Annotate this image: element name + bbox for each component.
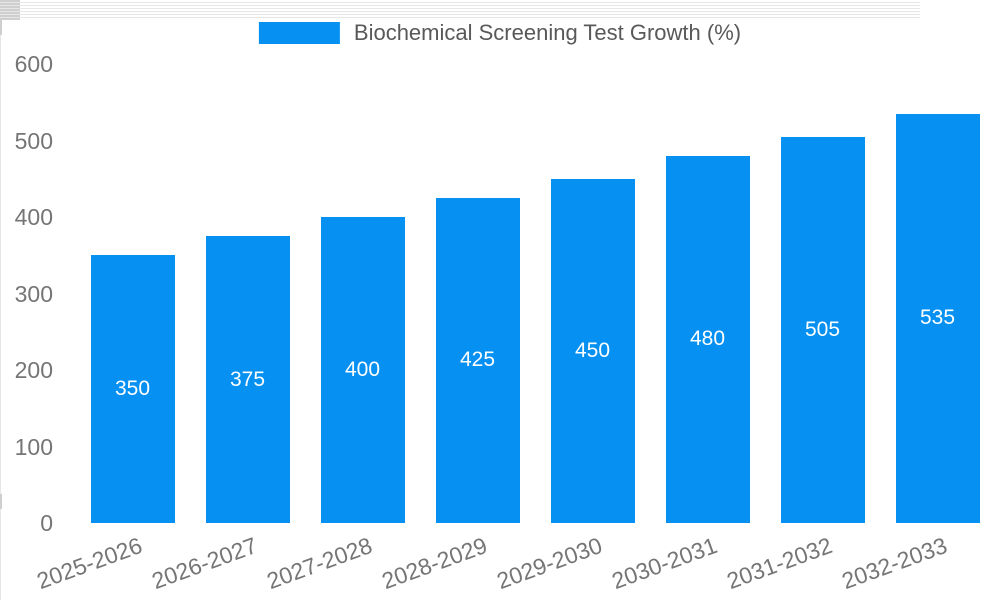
bar-value-label: 535 — [919, 306, 956, 330]
bar-2027-2028[interactable] — [320, 217, 405, 523]
x-axis-category-label: 2032-2033 — [837, 532, 951, 595]
v-gridline — [0, 35, 1, 494]
h-gridline — [0, 11, 920, 12]
x-axis-category-label: 2025-2026 — [32, 532, 146, 595]
y-axis-tick — [0, 9, 20, 11]
x-axis-category-label: 2027-2028 — [262, 532, 376, 595]
y-axis-tick — [0, 18, 20, 20]
y-axis-tick-label: 0 — [40, 510, 53, 536]
bar-value-label: 425 — [459, 348, 496, 372]
y-axis-tick-label: 100 — [14, 433, 53, 460]
bar-2030-2031[interactable] — [665, 155, 750, 523]
x-axis-category-label: 2029-2030 — [492, 532, 606, 595]
y-axis-tick — [0, 15, 20, 17]
x-axis-category-label: 2026-2027 — [147, 532, 261, 595]
bar-value-label: 375 — [229, 367, 266, 391]
legend-swatch-icon — [258, 22, 340, 44]
bar-value-label: 350 — [114, 377, 151, 401]
bar-2029-2030[interactable] — [550, 178, 635, 523]
x-axis-category-label: 2028-2029 — [377, 532, 491, 595]
chart-legend[interactable]: Biochemical Screening Test Growth (%) — [258, 20, 742, 46]
y-axis-tick-label: 500 — [14, 127, 53, 154]
h-gridline — [0, 14, 920, 15]
h-gridline — [0, 2, 920, 3]
bar-value-label: 450 — [574, 338, 611, 362]
y-axis-tick-label: 300 — [14, 280, 53, 307]
bar-value-label: 480 — [689, 327, 726, 351]
bar-2026-2027[interactable] — [205, 236, 290, 523]
y-axis-tick — [0, 12, 20, 14]
bar-2031-2032[interactable] — [780, 136, 865, 523]
y-axis-tick-label: 600 — [14, 51, 53, 77]
y-axis-tick — [0, 6, 20, 8]
y-axis-tick-label: 400 — [14, 204, 53, 230]
h-gridline — [0, 5, 920, 6]
bar-value-label: 505 — [804, 317, 841, 341]
bar-value-label: 400 — [344, 358, 381, 381]
bar-2025-2026[interactable] — [90, 255, 175, 523]
x-axis-tick — [0, 20, 2, 35]
legend-label: Biochemical Screening Test Growth (%) — [353, 20, 742, 45]
y-axis-tick — [0, 3, 20, 5]
y-axis-tick — [0, 0, 20, 2]
x-axis-category-label: 2031-2032 — [722, 532, 836, 595]
x-axis-tick — [0, 494, 2, 509]
h-gridline — [0, 17, 920, 18]
bar-2032-2033[interactable] — [895, 113, 980, 523]
bar-2028-2029[interactable] — [435, 197, 520, 523]
h-gridline — [0, 8, 920, 9]
x-axis-category-label: 2030-2031 — [607, 532, 721, 595]
y-axis-tick-label: 200 — [14, 357, 53, 383]
v-gridline — [0, 509, 1, 600]
